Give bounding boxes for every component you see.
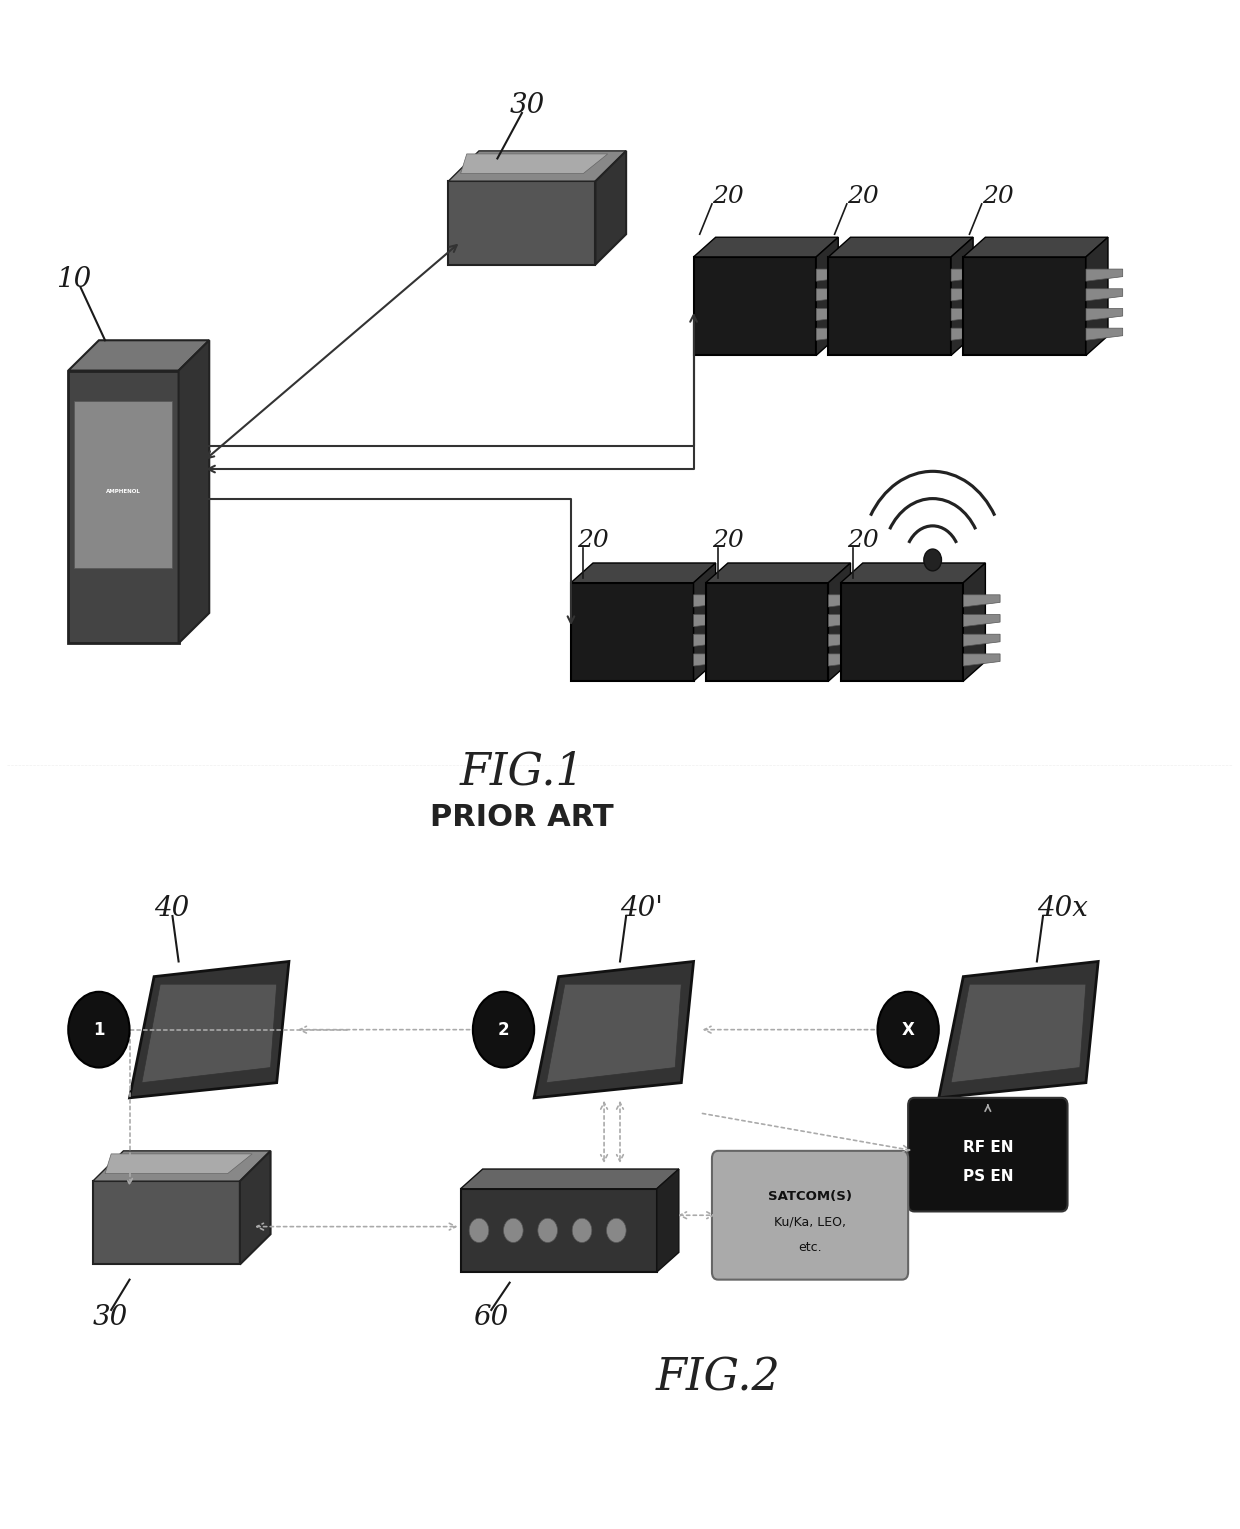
Text: X: X xyxy=(901,1021,915,1038)
Text: 20: 20 xyxy=(847,529,879,552)
Polygon shape xyxy=(693,615,730,627)
Polygon shape xyxy=(963,635,1001,647)
Polygon shape xyxy=(939,962,1099,1098)
Polygon shape xyxy=(828,257,951,355)
Polygon shape xyxy=(460,1170,678,1188)
Circle shape xyxy=(924,549,941,570)
Polygon shape xyxy=(693,635,730,647)
Polygon shape xyxy=(693,237,838,257)
Polygon shape xyxy=(828,595,866,607)
Polygon shape xyxy=(706,563,851,583)
Polygon shape xyxy=(657,1170,678,1272)
Polygon shape xyxy=(239,1151,270,1264)
Polygon shape xyxy=(963,563,986,680)
Polygon shape xyxy=(693,257,816,355)
Circle shape xyxy=(68,992,129,1067)
Text: Ku/Ka, LEO,: Ku/Ka, LEO, xyxy=(774,1216,846,1229)
Polygon shape xyxy=(693,595,730,607)
FancyBboxPatch shape xyxy=(908,1098,1068,1211)
Text: 20: 20 xyxy=(712,185,744,208)
Text: RF EN: RF EN xyxy=(962,1139,1013,1154)
Polygon shape xyxy=(963,595,1001,607)
Text: AMPHENOL: AMPHENOL xyxy=(105,489,141,494)
Polygon shape xyxy=(706,583,828,680)
Text: FIG.1: FIG.1 xyxy=(460,751,584,794)
Polygon shape xyxy=(816,289,853,301)
Polygon shape xyxy=(93,1151,270,1182)
Polygon shape xyxy=(570,563,715,583)
Text: 1: 1 xyxy=(93,1021,104,1038)
Polygon shape xyxy=(570,583,693,680)
Polygon shape xyxy=(828,237,973,257)
Polygon shape xyxy=(816,309,853,321)
Polygon shape xyxy=(534,962,693,1098)
Text: 20: 20 xyxy=(982,185,1013,208)
Text: PRIOR ART: PRIOR ART xyxy=(430,803,614,832)
Polygon shape xyxy=(68,341,210,370)
Circle shape xyxy=(472,992,534,1067)
Polygon shape xyxy=(141,985,277,1083)
Text: FIG.2: FIG.2 xyxy=(656,1356,780,1399)
Polygon shape xyxy=(1086,329,1122,341)
Polygon shape xyxy=(841,563,986,583)
Circle shape xyxy=(469,1219,489,1243)
Polygon shape xyxy=(1086,269,1122,281)
Polygon shape xyxy=(1086,309,1122,321)
Polygon shape xyxy=(1086,289,1122,301)
Polygon shape xyxy=(963,257,1086,355)
Polygon shape xyxy=(179,341,210,644)
Polygon shape xyxy=(951,289,988,301)
Text: 40x: 40x xyxy=(1037,894,1087,922)
Text: 60: 60 xyxy=(472,1304,508,1332)
Text: 2: 2 xyxy=(497,1021,510,1038)
Text: 20: 20 xyxy=(712,529,744,552)
Polygon shape xyxy=(816,329,853,341)
Polygon shape xyxy=(951,269,988,281)
Polygon shape xyxy=(963,615,1001,627)
Text: 40: 40 xyxy=(154,894,190,922)
Polygon shape xyxy=(693,563,715,680)
Polygon shape xyxy=(460,1188,657,1272)
Polygon shape xyxy=(951,237,973,355)
Polygon shape xyxy=(1086,237,1109,355)
Polygon shape xyxy=(449,151,626,180)
Polygon shape xyxy=(963,654,1001,667)
Polygon shape xyxy=(460,154,608,174)
FancyBboxPatch shape xyxy=(712,1151,908,1280)
Polygon shape xyxy=(951,985,1086,1083)
Text: 20: 20 xyxy=(577,529,609,552)
Polygon shape xyxy=(595,151,626,265)
Text: 10: 10 xyxy=(56,266,92,294)
Circle shape xyxy=(538,1219,558,1243)
Text: SATCOM(S): SATCOM(S) xyxy=(768,1190,852,1203)
Polygon shape xyxy=(449,180,595,265)
Circle shape xyxy=(606,1219,626,1243)
Polygon shape xyxy=(951,309,988,321)
Polygon shape xyxy=(828,563,851,680)
Text: etc.: etc. xyxy=(799,1242,822,1254)
Text: 30: 30 xyxy=(510,92,544,119)
Text: 20: 20 xyxy=(847,185,879,208)
Polygon shape xyxy=(129,962,289,1098)
Polygon shape xyxy=(74,401,172,567)
Circle shape xyxy=(878,992,939,1067)
Polygon shape xyxy=(816,269,853,281)
Polygon shape xyxy=(828,654,866,667)
Polygon shape xyxy=(828,615,866,627)
Text: 40': 40' xyxy=(620,894,663,922)
Circle shape xyxy=(572,1219,591,1243)
Polygon shape xyxy=(68,370,179,644)
Circle shape xyxy=(503,1219,523,1243)
Polygon shape xyxy=(841,583,963,680)
Polygon shape xyxy=(547,985,681,1083)
Polygon shape xyxy=(816,237,838,355)
Polygon shape xyxy=(951,329,988,341)
Polygon shape xyxy=(93,1182,239,1264)
Text: PS EN: PS EN xyxy=(962,1170,1013,1183)
Text: 30: 30 xyxy=(93,1304,128,1332)
Polygon shape xyxy=(105,1154,252,1174)
Polygon shape xyxy=(693,654,730,667)
Polygon shape xyxy=(828,635,866,647)
Polygon shape xyxy=(963,237,1109,257)
